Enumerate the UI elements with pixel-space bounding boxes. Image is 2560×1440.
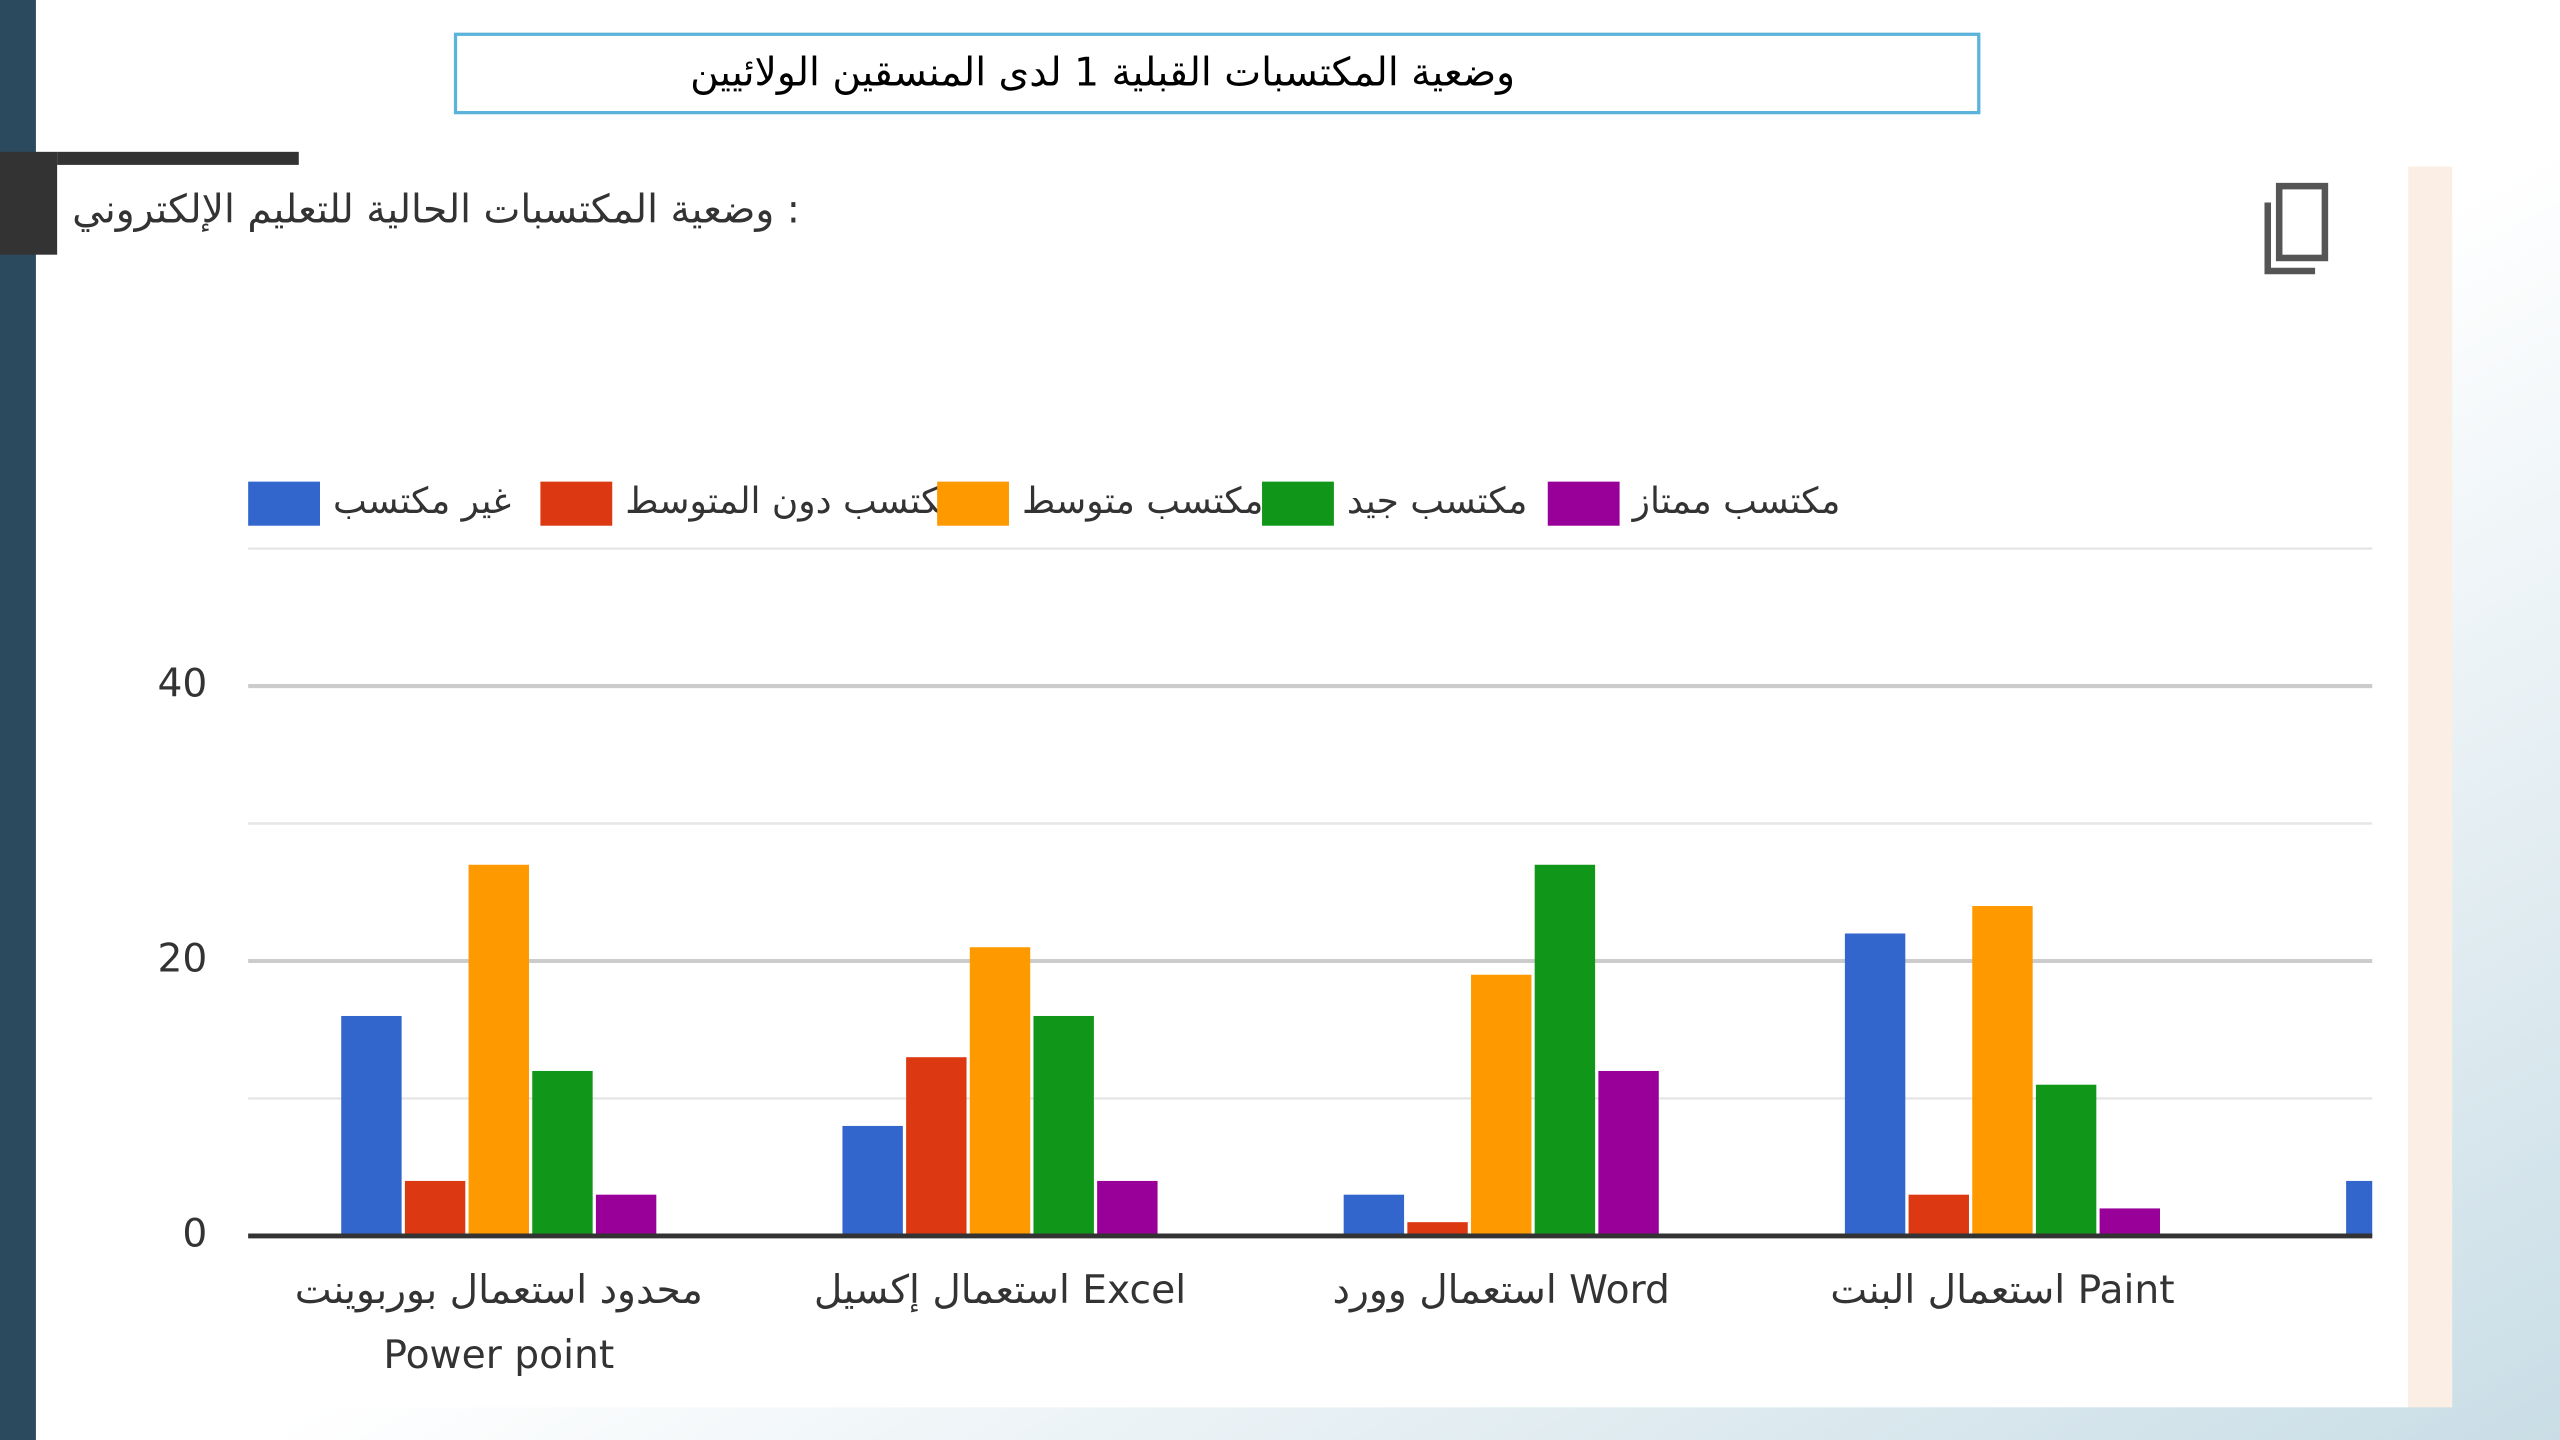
y-tick-label: 20 xyxy=(157,936,207,981)
bar xyxy=(1972,905,2033,1236)
copy-icon-front xyxy=(2275,182,2329,262)
bar xyxy=(2035,1084,2097,1236)
corner-tab xyxy=(0,151,58,255)
bar xyxy=(1598,1070,1659,1236)
chart-title: وضعية المكتسبات الحالية للتعليم الإلكترو… xyxy=(72,188,800,233)
bar xyxy=(1471,974,1532,1236)
x-tick-label: استعمال وورد Word xyxy=(1332,1266,1670,1313)
bar xyxy=(1033,1015,1094,1236)
bar xyxy=(1844,933,1906,1236)
y-tick-label: 0 xyxy=(182,1211,207,1256)
bar xyxy=(1343,1194,1405,1236)
legend-label: غير مكتسب xyxy=(333,481,511,522)
bar xyxy=(341,1015,402,1236)
legend-swatch xyxy=(1262,481,1334,526)
x-tick-label: محدود استعمال بوربوينت Power point xyxy=(294,1266,703,1378)
corner-tab xyxy=(57,151,299,165)
right-strip xyxy=(2408,166,2453,1408)
bar xyxy=(468,864,529,1236)
legend-swatch xyxy=(540,481,613,526)
x-tick-label-box: استعمال إكسيل Excel xyxy=(813,1266,1187,1313)
x-tick-label-box: محدود استعمال بوربوينت Power point xyxy=(294,1266,703,1378)
bar xyxy=(532,1070,593,1236)
bar xyxy=(1097,1180,1158,1236)
copy-icon-back xyxy=(2264,202,2316,275)
bar xyxy=(1534,864,1596,1236)
x-tick-label: استعمال إكسيل Excel xyxy=(813,1266,1187,1313)
legend-swatch xyxy=(248,481,320,526)
bar xyxy=(404,1180,466,1236)
bar xyxy=(1407,1222,1468,1236)
bar xyxy=(1908,1194,1969,1236)
slide-title: وضعية المكتسبات القبلية 1 لدى المنسقين ا… xyxy=(690,51,1515,96)
bars xyxy=(341,864,2373,1236)
bar xyxy=(842,1125,903,1236)
x-tick-label-box: استعمال البنت Paint xyxy=(1830,1266,2175,1313)
x-tick-label: استعمال البنت Paint xyxy=(1830,1266,2175,1313)
bar xyxy=(595,1194,657,1236)
x-tick-label-box: استعمال وورد Word xyxy=(1332,1266,1670,1313)
legend-label: مكتسب جيد xyxy=(1347,481,1527,522)
copy-icon xyxy=(2264,182,2329,275)
legend-label: مكتسب دون المتوسط xyxy=(625,481,960,522)
bar xyxy=(969,947,1031,1236)
legend-label: مكتسب متوسط xyxy=(1022,481,1263,522)
plot: 0 20 40 غير مكتسب مكتسب دون المتوسط مكتسب متو… xyxy=(157,481,2373,1378)
legend-swatch xyxy=(937,481,1009,526)
title-box xyxy=(453,32,1981,115)
bar xyxy=(2099,1208,2160,1236)
bar xyxy=(2346,1180,2373,1236)
legend-swatch xyxy=(1547,481,1620,526)
legend-label: مكتسب ممتاز xyxy=(1631,481,1841,522)
bar xyxy=(906,1057,967,1236)
y-tick-label: 40 xyxy=(157,662,207,707)
